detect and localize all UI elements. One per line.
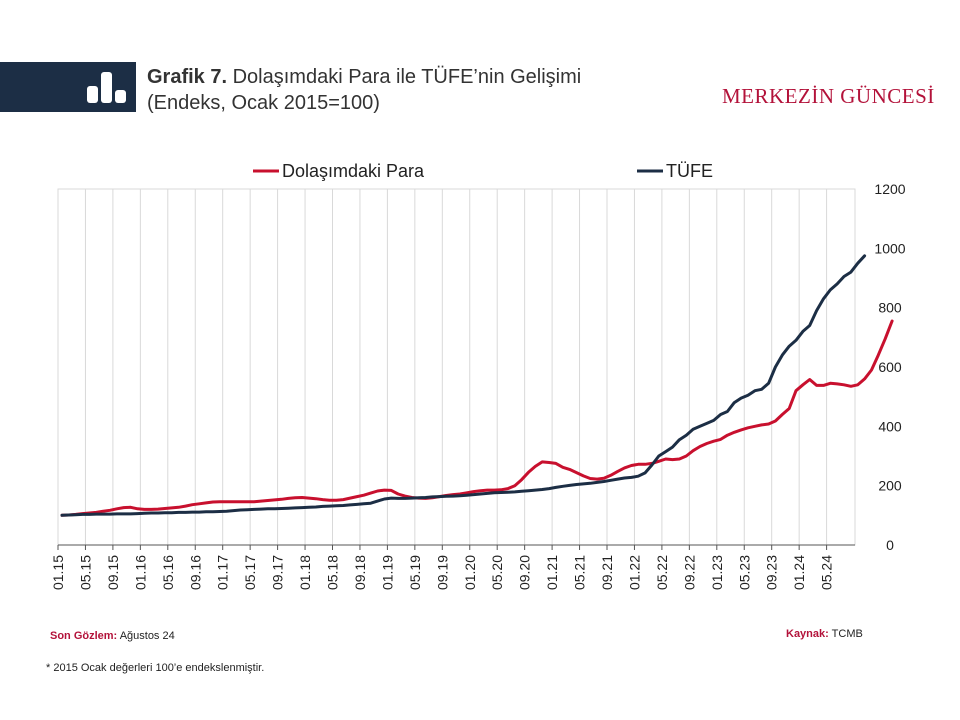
source: Kaynak: TCMB	[786, 628, 863, 640]
x-tick-label: 09.22	[681, 555, 697, 590]
source-value: TCMB	[831, 628, 863, 640]
x-tick-label: 09.18	[352, 555, 368, 590]
x-tick-label: 01.24	[791, 555, 807, 590]
plot-frame	[57, 188, 856, 546]
x-tick-label: 05.18	[325, 555, 341, 590]
y-tick-label: 0	[886, 537, 894, 553]
x-tick-label: 05.15	[77, 555, 93, 590]
x-tick-label: 09.20	[517, 555, 533, 590]
x-tick-label: 09.19	[434, 555, 450, 590]
series-line-tufe	[60, 254, 867, 517]
x-tick-label: 01.18	[297, 555, 313, 590]
y-tick-label: 200	[878, 478, 902, 494]
chart-subtitle: (Endeks, Ocak 2015=100)	[147, 92, 380, 114]
x-tick-label: 01.19	[379, 555, 395, 590]
brand-bar	[0, 62, 136, 112]
series-line-dolasimdaki-para	[60, 319, 894, 517]
x-tick-label: 05.20	[489, 555, 505, 590]
footnote: * 2015 Ocak değerleri 100’e endekslenmiş…	[46, 662, 265, 674]
bar-chart-icon	[87, 72, 126, 103]
x-tick-label: 01.21	[544, 555, 560, 590]
x-tick-label: 09.21	[599, 555, 615, 590]
x-tick-label: 05.24	[819, 555, 835, 590]
legend-label: TÜFE	[666, 161, 713, 181]
x-tick-label: 05.23	[736, 555, 752, 590]
x-tick-label: 09.16	[187, 555, 203, 590]
y-tick-label: 1200	[874, 181, 905, 197]
x-tick-label: 05.17	[242, 555, 258, 590]
y-tick-label: 600	[878, 359, 902, 375]
last-observation-value: Ağustos 24	[119, 630, 175, 642]
x-tick-label: 01.23	[709, 555, 725, 590]
source-label: Kaynak:	[786, 628, 829, 640]
chart-title-rest: Dolaşımdaki Para ile TÜFE’nin Gelişimi	[232, 66, 582, 88]
x-tick-label: 09.15	[105, 555, 121, 590]
line-chart: 01.15 05.15 09.15 01.16 05.16 09.16 01.17 05.17…	[50, 161, 906, 590]
x-tick-label: 01.20	[462, 555, 478, 590]
x-tick-label: 05.21	[572, 555, 588, 590]
x-tick-label: 01.22	[626, 555, 642, 590]
x-tick-label: 01.15	[50, 555, 66, 590]
chart-title-bold: Grafik 7.	[147, 66, 228, 88]
y-tick-label: 1000	[874, 240, 905, 256]
last-observation-label: Son Gözlem:	[50, 630, 118, 642]
last-observation: Son Gözlem: Ağustos 24	[50, 630, 175, 642]
x-tick-label: 05.19	[407, 555, 423, 590]
legend-label: Dolaşımdaki Para	[282, 161, 425, 181]
x-tick-label: 09.17	[270, 555, 286, 590]
x-tick-label: 05.22	[654, 555, 670, 590]
x-tick-label: 05.16	[160, 555, 176, 590]
x-tick-label: 01.17	[215, 555, 231, 590]
chart-title: Grafik 7. Dolaşımdaki Para ile TÜFE’nin …	[147, 64, 581, 90]
y-tick-label: 400	[878, 418, 902, 434]
brand-name: MERKEZİN GÜNCESİ	[722, 84, 935, 108]
x-tick-label: 09.23	[764, 555, 780, 590]
y-tick-label: 800	[878, 300, 902, 316]
x-tick-label: 01.16	[132, 555, 148, 590]
